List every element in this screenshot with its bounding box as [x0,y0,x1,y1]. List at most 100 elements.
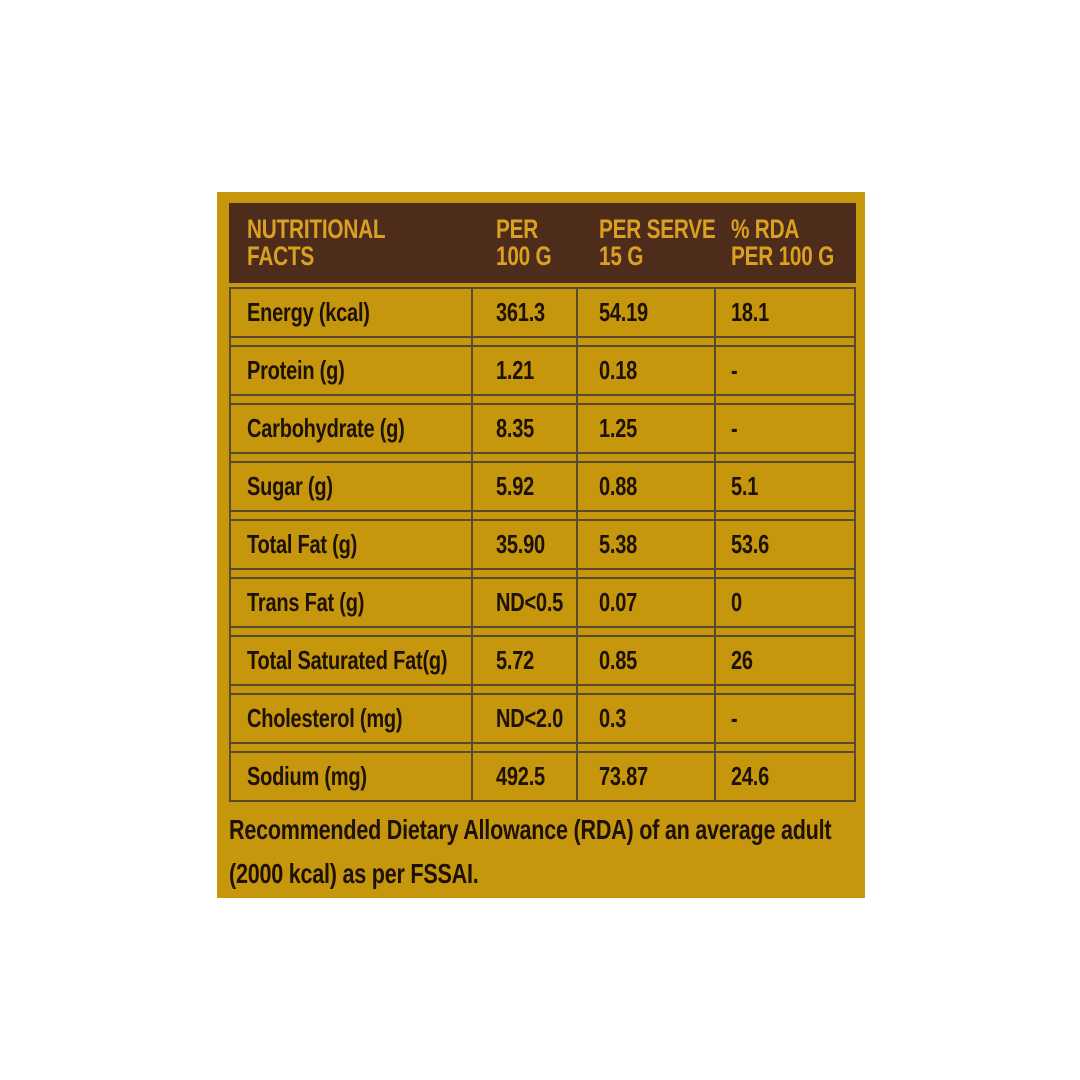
row-label: Total Fat (g) [231,521,471,568]
value-per-serve-text: 0.85 [599,645,638,675]
value-rda-text: 53.6 [731,529,770,559]
rda-footnote-line1: Recommended Dietary Allowance (RDA) of a… [229,814,832,845]
value-per-100g-text: 5.92 [496,471,535,501]
value-rda-text: 0 [731,587,742,617]
table-row: Trans Fat (g) ND<0.5 0.07 0 [231,577,854,628]
header-per-100g-line2: 100 G [496,241,552,271]
value-per-100g: ND<0.5 [471,579,576,626]
value-rda: 53.6 [714,521,854,568]
value-per-100g-text: ND<2.0 [496,703,564,733]
value-rda-text: 5.1 [731,471,759,501]
value-rda: - [714,695,854,742]
row-label: Energy (kcal) [231,289,471,336]
row-label-text: Carbohydrate (g) [247,413,405,443]
row-label-text: Energy (kcal) [247,297,370,327]
row-label: Trans Fat (g) [231,579,471,626]
value-per-serve: 0.18 [576,347,714,394]
value-rda-text: - [731,703,738,733]
value-per-100g: 5.72 [471,637,576,684]
value-per-100g: 1.21 [471,347,576,394]
value-per-100g-text: 1.21 [496,355,535,385]
header-nutritional-facts-line1: NUTRITIONAL [247,214,386,244]
value-per-serve: 5.38 [576,521,714,568]
value-rda: 5.1 [714,463,854,510]
value-per-serve-text: 0.88 [599,471,638,501]
value-per-serve-text: 0.3 [599,703,627,733]
value-per-100g-text: 5.72 [496,645,535,675]
header-per-serve-line2: 15 G [599,241,644,271]
value-per-serve: 0.88 [576,463,714,510]
value-per-serve-text: 1.25 [599,413,638,443]
header-per-100g: PER 100 G [471,203,576,283]
value-per-100g-text: 492.5 [496,761,545,791]
value-per-serve: 1.25 [576,405,714,452]
row-label: Sugar (g) [231,463,471,510]
value-per-serve: 73.87 [576,753,714,800]
value-per-serve: 0.85 [576,637,714,684]
row-label-text: Protein (g) [247,355,345,385]
value-per-100g-text: 8.35 [496,413,535,443]
row-label-text: Trans Fat (g) [247,587,365,617]
row-label: Carbohydrate (g) [231,405,471,452]
header-rda-per-100g-line2: PER 100 G [731,241,835,271]
column-divider-1 [471,287,473,802]
value-per-100g-text: ND<0.5 [496,587,564,617]
row-label-text: Cholesterol (mg) [247,703,403,733]
table-row: Sugar (g) 5.92 0.88 5.1 [231,461,854,512]
row-label: Sodium (mg) [231,753,471,800]
value-rda: - [714,405,854,452]
nutrition-panel: NUTRITIONAL FACTS PER 100 G PER SERVE 15… [217,192,865,898]
value-rda-text: 24.6 [731,761,770,791]
column-divider-3 [714,287,716,802]
table-row: Sodium (mg) 492.5 73.87 24.6 [231,751,854,802]
value-per-100g: 8.35 [471,405,576,452]
value-rda-text: 26 [731,645,753,675]
value-per-100g: 35.90 [471,521,576,568]
rda-footnote-line2: (2000 kcal) as per FSSAI. [229,858,479,889]
value-per-100g: 361.3 [471,289,576,336]
header-rda-per-100g-line1: % RDA [731,214,800,244]
header-per-serve-line1: PER SERVE [599,214,716,244]
value-per-serve-text: 54.19 [599,297,648,327]
value-per-serve-text: 0.18 [599,355,638,385]
table-row: Total Fat (g) 35.90 5.38 53.6 [231,519,854,570]
value-per-serve-text: 5.38 [599,529,638,559]
value-per-serve-text: 73.87 [599,761,648,791]
row-label-text: Sugar (g) [247,471,333,501]
value-rda: - [714,347,854,394]
header-rda-per-100g: % RDA PER 100 G [714,203,854,283]
header-nutritional-facts-line2: FACTS [247,241,315,271]
header-per-serve: PER SERVE 15 G [576,203,716,283]
value-rda-text: - [731,413,738,443]
header-nutritional-facts: NUTRITIONAL FACTS [231,203,471,283]
value-rda: 18.1 [714,289,854,336]
value-per-100g: 5.92 [471,463,576,510]
value-per-serve: 0.07 [576,579,714,626]
value-per-serve-text: 0.07 [599,587,638,617]
column-divider-2 [576,287,578,802]
rda-footnote: Recommended Dietary Allowance (RDA) of a… [229,808,1011,896]
table-row: Protein (g) 1.21 0.18 - [231,345,854,396]
header-per-100g-line1: PER [496,214,539,244]
table-header-row: NUTRITIONAL FACTS PER 100 G PER SERVE 15… [229,203,856,283]
row-label-text: Sodium (mg) [247,761,367,791]
value-rda-text: - [731,355,738,385]
row-label-text: Total Saturated Fat(g) [247,645,448,675]
value-per-100g: 492.5 [471,753,576,800]
table-body: Energy (kcal) 361.3 54.19 18.1 Protein (g) 1.… [229,287,856,802]
value-per-100g: ND<2.0 [471,695,576,742]
value-per-100g-text: 361.3 [496,297,545,327]
table-row: Carbohydrate (g) 8.35 1.25 - [231,403,854,454]
row-label-text: Total Fat (g) [247,529,358,559]
row-label: Cholesterol (mg) [231,695,471,742]
row-label: Protein (g) [231,347,471,394]
row-label: Total Saturated Fat(g) [231,637,471,684]
value-rda: 26 [714,637,854,684]
value-rda-text: 18.1 [731,297,770,327]
table-row: Energy (kcal) 361.3 54.19 18.1 [231,287,854,338]
value-rda: 0 [714,579,854,626]
value-per-serve: 54.19 [576,289,714,336]
table-row: Cholesterol (mg) ND<2.0 0.3 - [231,693,854,744]
value-per-100g-text: 35.90 [496,529,545,559]
